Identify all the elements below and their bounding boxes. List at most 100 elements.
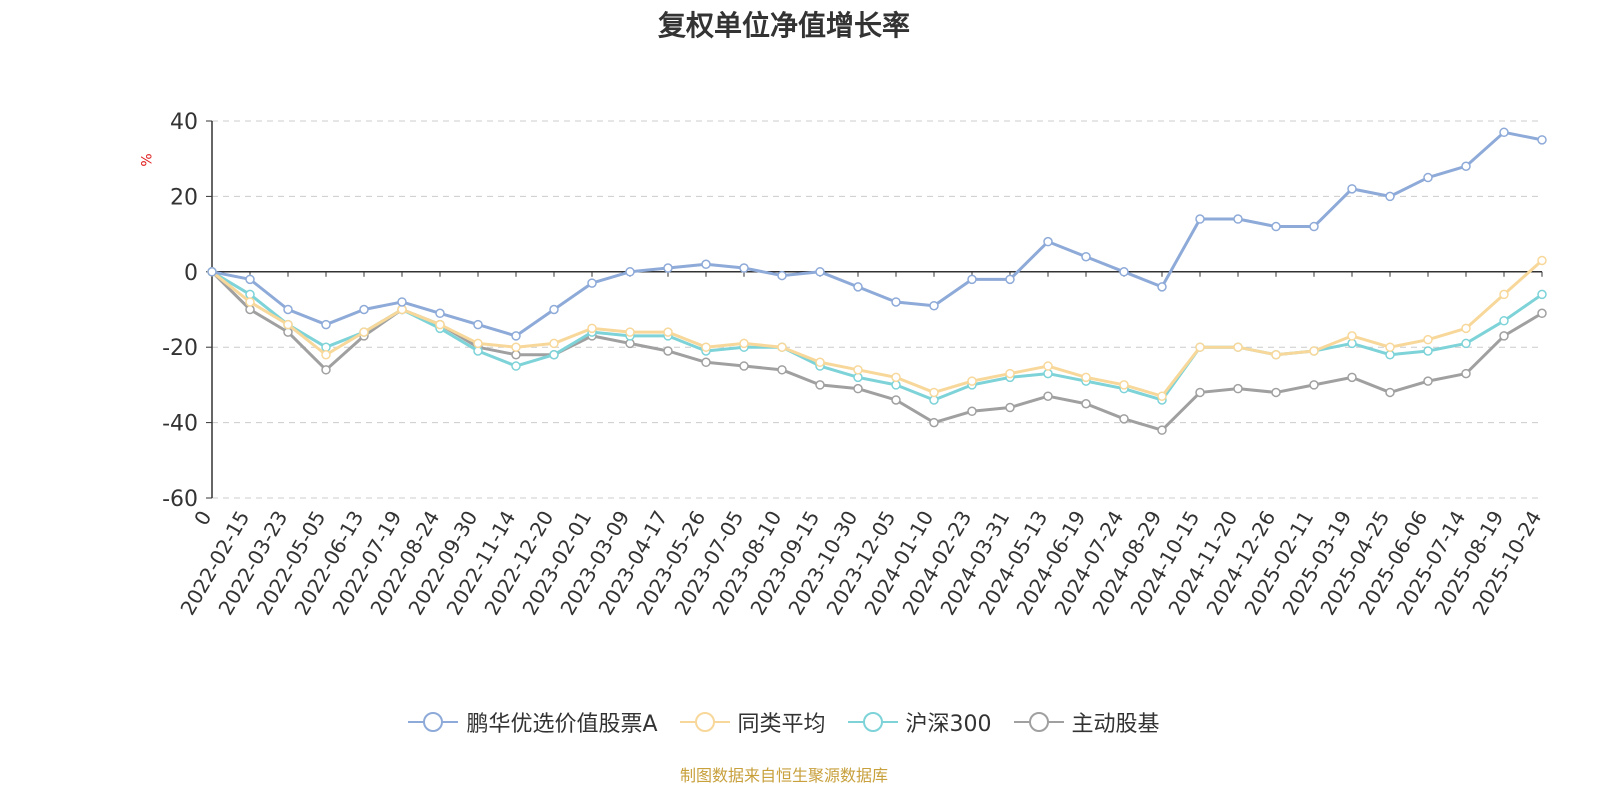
data-point xyxy=(587,278,597,288)
data-point xyxy=(1499,331,1509,341)
data-point xyxy=(1537,255,1547,266)
data-point xyxy=(549,338,559,349)
data-point xyxy=(1233,214,1243,224)
y-tick-label: 40 xyxy=(170,110,198,135)
data-point xyxy=(511,361,521,371)
data-point xyxy=(929,417,939,428)
legend-label: 同类平均 xyxy=(737,712,826,737)
legend-label: 主动股基 xyxy=(1071,712,1160,737)
data-point xyxy=(321,319,331,330)
data-point xyxy=(321,349,331,360)
data-point xyxy=(1081,399,1091,409)
data-point xyxy=(1499,127,1509,138)
data-point xyxy=(663,346,673,356)
data-point xyxy=(511,331,521,341)
data-point xyxy=(1005,368,1015,379)
data-point xyxy=(1385,387,1395,398)
data-point xyxy=(1499,289,1509,300)
data-point xyxy=(967,406,977,417)
data-point xyxy=(891,297,901,307)
data-point xyxy=(777,270,787,281)
legend-label: 鹏华优选价值股票A xyxy=(466,712,658,737)
data-point xyxy=(891,372,901,383)
data-point xyxy=(1005,402,1015,413)
data-point xyxy=(853,383,863,394)
data-point xyxy=(1461,368,1471,379)
line-chart: 40200-20-40-6002022-02-152022-03-232022-… xyxy=(162,110,1547,619)
data-point xyxy=(891,395,901,405)
data-point xyxy=(663,327,673,337)
data-point xyxy=(1385,342,1395,352)
data-point xyxy=(1537,135,1547,145)
data-point xyxy=(853,365,863,375)
data-point xyxy=(1461,323,1471,334)
data-point xyxy=(359,304,369,315)
data-point xyxy=(1195,387,1205,398)
data-point xyxy=(1347,331,1357,341)
data-point xyxy=(1423,172,1433,183)
data-point xyxy=(473,319,483,330)
data-point xyxy=(549,349,559,360)
data-point xyxy=(1233,342,1243,352)
data-point xyxy=(245,297,255,307)
data-point xyxy=(1309,346,1319,356)
data-point xyxy=(625,327,635,337)
data-point xyxy=(587,323,597,334)
data-point xyxy=(397,297,407,307)
legend-item[interactable]: 主动股基 xyxy=(1013,706,1160,738)
x-tick-label: 0 xyxy=(189,507,216,530)
data-point xyxy=(739,263,749,273)
data-point xyxy=(1499,316,1509,326)
data-point xyxy=(283,319,293,330)
data-point xyxy=(929,387,939,398)
data-source-note: 制图数据来自恒生聚源数据库 xyxy=(679,766,888,785)
data-point xyxy=(1157,391,1167,401)
data-point xyxy=(1195,214,1205,224)
data-point xyxy=(1081,372,1091,383)
legend-item[interactable]: 沪深300 xyxy=(847,706,992,738)
y-tick-label: -20 xyxy=(162,336,198,361)
data-point xyxy=(207,267,217,277)
data-point xyxy=(701,342,711,352)
data-point xyxy=(815,267,825,277)
data-point xyxy=(739,361,749,371)
data-point xyxy=(777,365,787,375)
y-tick-label: -40 xyxy=(162,412,198,437)
data-point xyxy=(1043,236,1053,247)
data-point xyxy=(777,342,787,352)
data-point xyxy=(1347,372,1357,383)
data-point xyxy=(1157,425,1167,435)
data-point xyxy=(1043,361,1053,371)
data-point xyxy=(1271,387,1281,398)
data-point xyxy=(1423,376,1433,386)
data-point xyxy=(1233,383,1243,394)
legend-item[interactable]: 鹏华优选价值股票A xyxy=(408,706,658,738)
data-point xyxy=(1119,414,1129,424)
data-point xyxy=(473,338,483,349)
data-point xyxy=(663,263,673,273)
data-point xyxy=(853,282,863,292)
data-point xyxy=(1309,380,1319,390)
data-point xyxy=(967,274,977,285)
data-point xyxy=(701,357,711,368)
data-point xyxy=(1347,184,1357,194)
data-point xyxy=(1119,267,1129,277)
y-tick-label: -60 xyxy=(162,487,198,512)
data-point xyxy=(1309,221,1319,232)
data-point xyxy=(1537,289,1547,300)
data-point xyxy=(1537,308,1547,319)
data-point xyxy=(1461,161,1471,171)
legend-swatch-icon xyxy=(1013,712,1064,732)
data-point xyxy=(1423,334,1433,345)
data-point xyxy=(967,376,977,386)
data-point xyxy=(1005,274,1015,285)
legend-swatch-icon xyxy=(408,712,459,732)
data-point xyxy=(1385,191,1395,202)
data-point xyxy=(1271,221,1281,232)
data-point xyxy=(815,380,825,390)
data-point xyxy=(245,274,255,285)
legend-item[interactable]: 同类平均 xyxy=(679,706,826,738)
legend-label: 沪深300 xyxy=(905,712,992,737)
data-point xyxy=(283,304,293,315)
data-point xyxy=(549,304,559,315)
